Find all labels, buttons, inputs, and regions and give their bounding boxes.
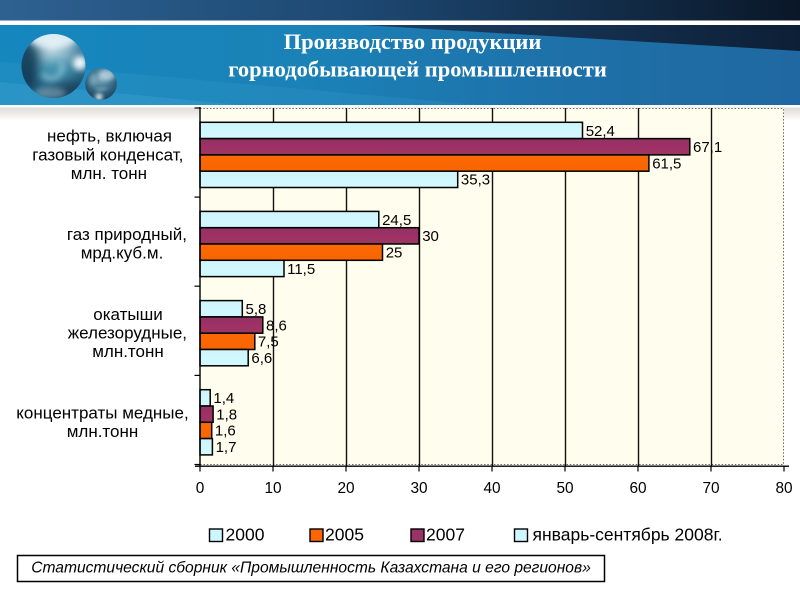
svg-text:40: 40 xyxy=(483,480,500,497)
svg-text:5,8: 5,8 xyxy=(246,301,267,318)
svg-text:мрд.куб.м.: мрд.куб.м. xyxy=(81,244,164,263)
svg-text:0: 0 xyxy=(196,480,205,497)
svg-text:7,5: 7,5 xyxy=(258,334,279,351)
svg-text:нефть, включая: нефть, включая xyxy=(47,127,172,146)
svg-text:январь-сентябрь 2008г.: январь-сентябрь 2008г. xyxy=(533,525,723,545)
svg-text:газ природный,: газ природный, xyxy=(67,225,187,244)
svg-text:1,4: 1,4 xyxy=(213,390,234,407)
svg-text:1,8: 1,8 xyxy=(216,406,237,423)
svg-text:30: 30 xyxy=(422,228,439,245)
svg-text:24,5: 24,5 xyxy=(382,212,411,229)
svg-text:железорудные,: железорудные, xyxy=(68,324,187,343)
svg-text:млн.тонн: млн.тонн xyxy=(67,422,139,441)
svg-text:млн.тонн: млн.тонн xyxy=(92,342,164,361)
svg-text:11,5: 11,5 xyxy=(287,261,315,278)
svg-text:30: 30 xyxy=(410,480,427,497)
svg-text:67,1: 67,1 xyxy=(693,139,722,156)
svg-text:10: 10 xyxy=(264,480,281,497)
svg-text:1,7: 1,7 xyxy=(216,439,237,456)
svg-text:50: 50 xyxy=(556,480,573,497)
svg-text:6,6: 6,6 xyxy=(251,350,272,367)
svg-text:8,6: 8,6 xyxy=(266,317,287,334)
svg-text:25: 25 xyxy=(386,245,403,262)
svg-text:концентраты медные,: концентраты медные, xyxy=(16,403,188,422)
svg-text:Статистический сборник «Промыш: Статистический сборник «Промышленность К… xyxy=(31,560,591,577)
svg-text:2000: 2000 xyxy=(226,525,265,545)
svg-text:млн. тонн: млн. тонн xyxy=(71,164,147,183)
svg-text:52,4: 52,4 xyxy=(586,123,615,140)
svg-text:70: 70 xyxy=(702,480,719,497)
svg-text:2007: 2007 xyxy=(426,525,465,545)
svg-text:1,6: 1,6 xyxy=(215,423,236,440)
svg-text:горнодобывающей промышленности: горнодобывающей промышленности xyxy=(228,57,607,82)
svg-text:60: 60 xyxy=(629,480,646,497)
svg-text:35,3: 35,3 xyxy=(461,172,490,189)
svg-text:2005: 2005 xyxy=(325,525,364,545)
svg-text:Производство продукции: Производство продукции xyxy=(284,29,542,54)
svg-text:газовый конденсат,: газовый конденсат, xyxy=(32,145,183,164)
svg-text:окатыши: окатыши xyxy=(93,305,163,324)
svg-text:80: 80 xyxy=(775,480,792,497)
svg-text:61,5: 61,5 xyxy=(652,155,681,172)
svg-text:20: 20 xyxy=(337,480,354,497)
